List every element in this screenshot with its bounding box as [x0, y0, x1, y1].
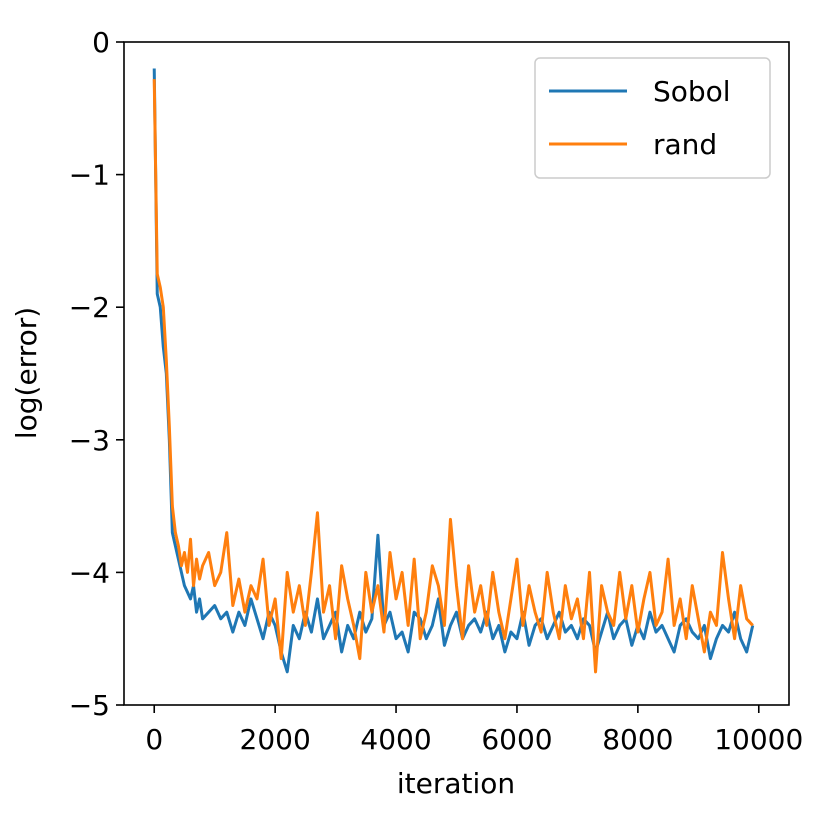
x-tick-label: 10000 [714, 723, 803, 756]
legend-label-sobol: Sobol [653, 75, 731, 108]
series-line-rand [152, 79, 754, 674]
y-tick-label: −4 [69, 556, 110, 589]
plot-frame [123, 41, 790, 706]
x-axis-title: iteration [397, 767, 515, 800]
legend: Sobol rand [534, 57, 771, 179]
y-tick-label: −5 [69, 689, 110, 722]
y-axis-ticks: 0 −1 −2 −3 −4 −5 [69, 26, 124, 722]
x-tick-label: 4000 [360, 723, 431, 756]
y-tick-label: −2 [69, 291, 110, 324]
series-line-sobol [152, 68, 755, 674]
y-tick-label: 0 [92, 26, 110, 59]
x-tick-label: 0 [145, 723, 163, 756]
x-axis-ticks: 0 2000 4000 6000 8000 10000 [145, 705, 803, 756]
y-tick-label: −3 [69, 424, 110, 457]
x-tick-label: 2000 [240, 723, 311, 756]
y-axis-title: log(error) [10, 307, 43, 439]
y-tick-label: −1 [69, 159, 110, 192]
legend-box [534, 57, 771, 179]
legend-label-rand: rand [653, 128, 717, 161]
x-tick-label: 8000 [602, 723, 673, 756]
x-tick-label: 6000 [481, 723, 552, 756]
series-lines [152, 68, 755, 674]
